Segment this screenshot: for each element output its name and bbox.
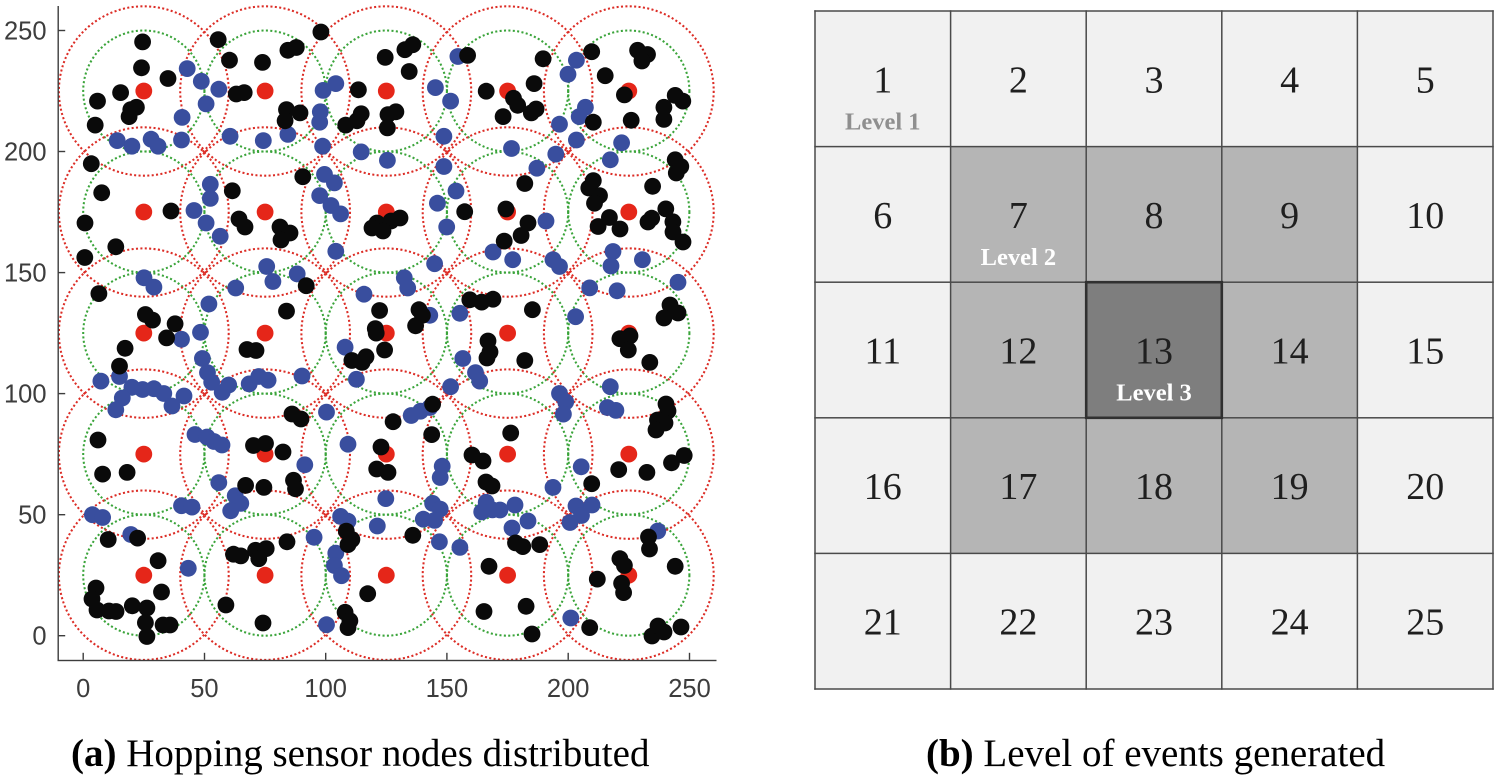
svg-text:200: 200 bbox=[547, 675, 590, 703]
svg-text:13: 13 bbox=[1135, 331, 1173, 373]
svg-text:5: 5 bbox=[1416, 59, 1435, 101]
svg-text:0: 0 bbox=[32, 623, 46, 651]
svg-text:50: 50 bbox=[18, 502, 46, 530]
svg-text:21: 21 bbox=[864, 602, 902, 644]
svg-text:Level 2: Level 2 bbox=[981, 244, 1057, 271]
svg-text:7: 7 bbox=[1009, 195, 1028, 237]
svg-text:12: 12 bbox=[999, 331, 1037, 373]
svg-text:10: 10 bbox=[1406, 195, 1444, 237]
svg-text:17: 17 bbox=[999, 466, 1037, 508]
svg-text:(a) Hopping sensor nodes distr: (a) Hopping sensor nodes distributed bbox=[71, 732, 650, 775]
svg-text:100: 100 bbox=[304, 675, 347, 703]
svg-text:25: 25 bbox=[1406, 602, 1444, 644]
svg-text:16: 16 bbox=[864, 466, 902, 508]
svg-text:19: 19 bbox=[1271, 466, 1309, 508]
svg-text:50: 50 bbox=[190, 675, 218, 703]
svg-text:1: 1 bbox=[873, 59, 892, 101]
svg-text:250: 250 bbox=[668, 675, 711, 703]
svg-text:3: 3 bbox=[1145, 59, 1164, 101]
svg-text:23: 23 bbox=[1135, 602, 1173, 644]
svg-text:22: 22 bbox=[999, 602, 1037, 644]
svg-text:15: 15 bbox=[1406, 331, 1444, 373]
svg-text:8: 8 bbox=[1145, 195, 1164, 237]
svg-text:0: 0 bbox=[76, 675, 90, 703]
svg-text:6: 6 bbox=[873, 195, 892, 237]
svg-text:4: 4 bbox=[1280, 59, 1299, 101]
svg-text:150: 150 bbox=[4, 260, 47, 288]
svg-text:20: 20 bbox=[1406, 466, 1444, 508]
svg-text:250: 250 bbox=[4, 18, 47, 46]
svg-text:2: 2 bbox=[1009, 59, 1028, 101]
svg-text:11: 11 bbox=[865, 331, 902, 373]
svg-text:Level 1: Level 1 bbox=[845, 108, 921, 135]
svg-text:24: 24 bbox=[1271, 602, 1309, 644]
svg-text:(b) Level of events generated: (b) Level of events generated bbox=[926, 732, 1386, 775]
svg-text:150: 150 bbox=[426, 675, 469, 703]
svg-text:9: 9 bbox=[1280, 195, 1299, 237]
svg-text:100: 100 bbox=[4, 381, 47, 409]
svg-text:Level 3: Level 3 bbox=[1116, 380, 1192, 407]
svg-text:18: 18 bbox=[1135, 466, 1173, 508]
svg-text:200: 200 bbox=[4, 139, 47, 167]
svg-text:14: 14 bbox=[1271, 331, 1309, 373]
